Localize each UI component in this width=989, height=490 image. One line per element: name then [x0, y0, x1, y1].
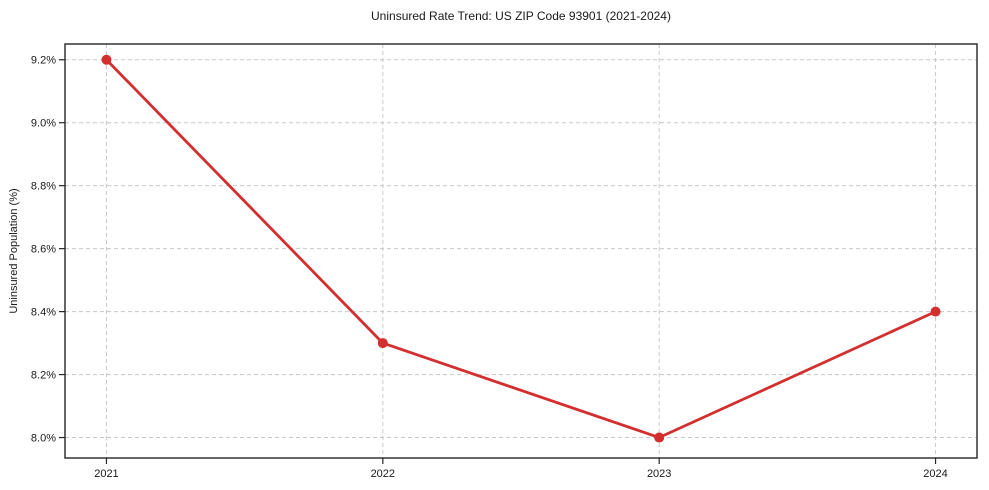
y-tick-label: 8.6%	[31, 244, 56, 256]
y-tick-label: 9.0%	[31, 118, 56, 130]
x-tick-label: 2023	[647, 468, 671, 480]
y-tick-label: 8.4%	[31, 307, 56, 319]
plot-border	[64, 43, 978, 459]
trend-line	[105, 58, 937, 439]
x-tick-label: 2021	[94, 468, 118, 480]
data-point-marker	[101, 54, 112, 65]
y-tick-label: 9.2%	[31, 55, 56, 67]
data-point-marker	[654, 432, 665, 443]
y-tick-label: 8.0%	[31, 433, 56, 445]
data-point-marker	[930, 306, 941, 317]
x-tick-label: 2022	[371, 468, 395, 480]
chart-title: Uninsured Rate Trend: US ZIP Code 93901 …	[371, 9, 671, 23]
y-tick-label: 8.2%	[31, 370, 56, 382]
data-point-marker	[377, 338, 388, 349]
x-tick-label: 2024	[923, 468, 947, 480]
y-tick-label: 8.8%	[31, 181, 56, 193]
